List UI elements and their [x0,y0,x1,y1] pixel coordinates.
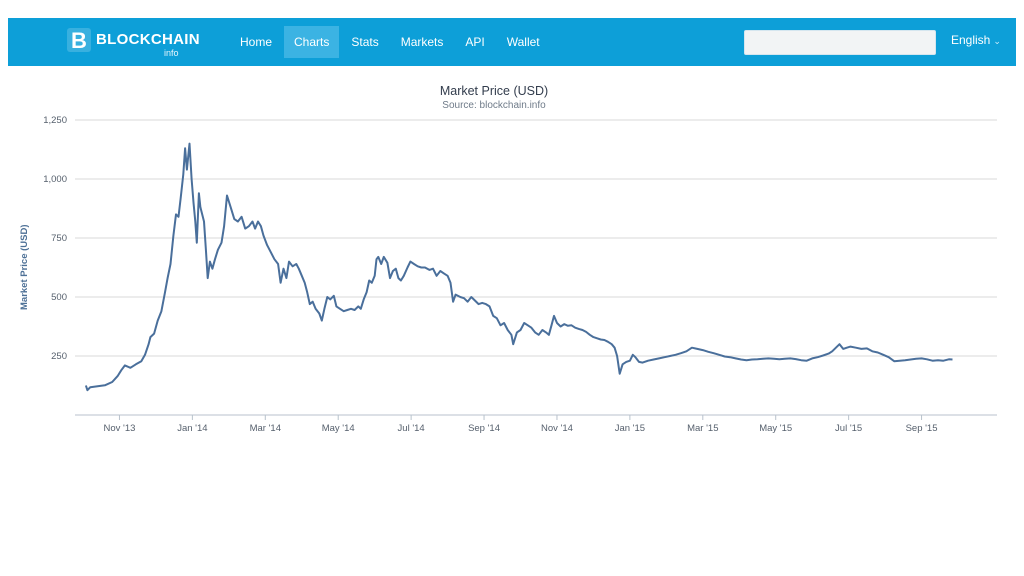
y-tick-label: 750 [51,233,67,244]
gridlines [75,119,997,416]
search-input[interactable] [744,30,936,55]
x-tick-label: Mar '15 [687,423,718,434]
market-price-chart: Market Price (USD) Source: blockchain.in… [19,84,997,434]
y-tick-label: 1,250 [43,115,67,126]
brand-name: BLOCKCHAIN [96,31,200,48]
x-tick-label: Sep '14 [468,423,500,434]
main-nav: Home Charts Stats Markets API Wallet [230,18,552,66]
y-axis-ticks: 250 500 750 1,000 1,250 [43,115,67,362]
x-tick-label: Mar '14 [250,423,281,434]
y-tick-label: 500 [51,292,67,303]
x-axis-ticks: Nov '13 Jan '14 Mar '14 May '14 Jul '14 Sep '… [103,415,938,434]
x-tick-label: Jan '14 [177,423,207,434]
nav-charts[interactable]: Charts [284,26,340,58]
language-selector[interactable]: English ⌄ [951,33,1001,47]
x-tick-label: Nov '14 [541,423,573,434]
y-tick-label: 1,000 [43,174,67,185]
nav-home[interactable]: Home [240,35,273,49]
x-tick-label: Sep '15 [906,423,938,434]
chart-title: Market Price (USD) [440,84,548,98]
svg-text:B: B [71,28,87,53]
x-tick-label: Jul '15 [835,423,862,434]
x-tick-label: Jul '14 [398,423,425,434]
brand-subtext: info [164,48,179,58]
language-label: English [951,33,991,47]
chart-subtitle: Source: blockchain.info [442,100,546,111]
x-tick-label: May '14 [322,423,355,434]
price-series-line[interactable] [84,142,953,392]
nav-api[interactable]: API [465,35,485,49]
blockchain-logo-icon: B [67,28,91,53]
x-tick-label: Nov '13 [103,423,135,434]
y-axis-label: Market Price (USD) [19,224,30,310]
nav-markets[interactable]: Markets [400,35,444,49]
chevron-down-icon: ⌄ [993,36,1001,46]
x-tick-label: Jan '15 [615,423,645,434]
y-tick-label: 250 [51,351,67,362]
x-tick-label: May '15 [759,423,792,434]
brand-logo[interactable]: B BLOCKCHAIN info [66,24,200,60]
nav-stats[interactable]: Stats [351,35,379,49]
nav-wallet[interactable]: Wallet [506,35,540,49]
top-navbar: B BLOCKCHAIN info Home Charts Stats Mark… [8,18,1016,66]
